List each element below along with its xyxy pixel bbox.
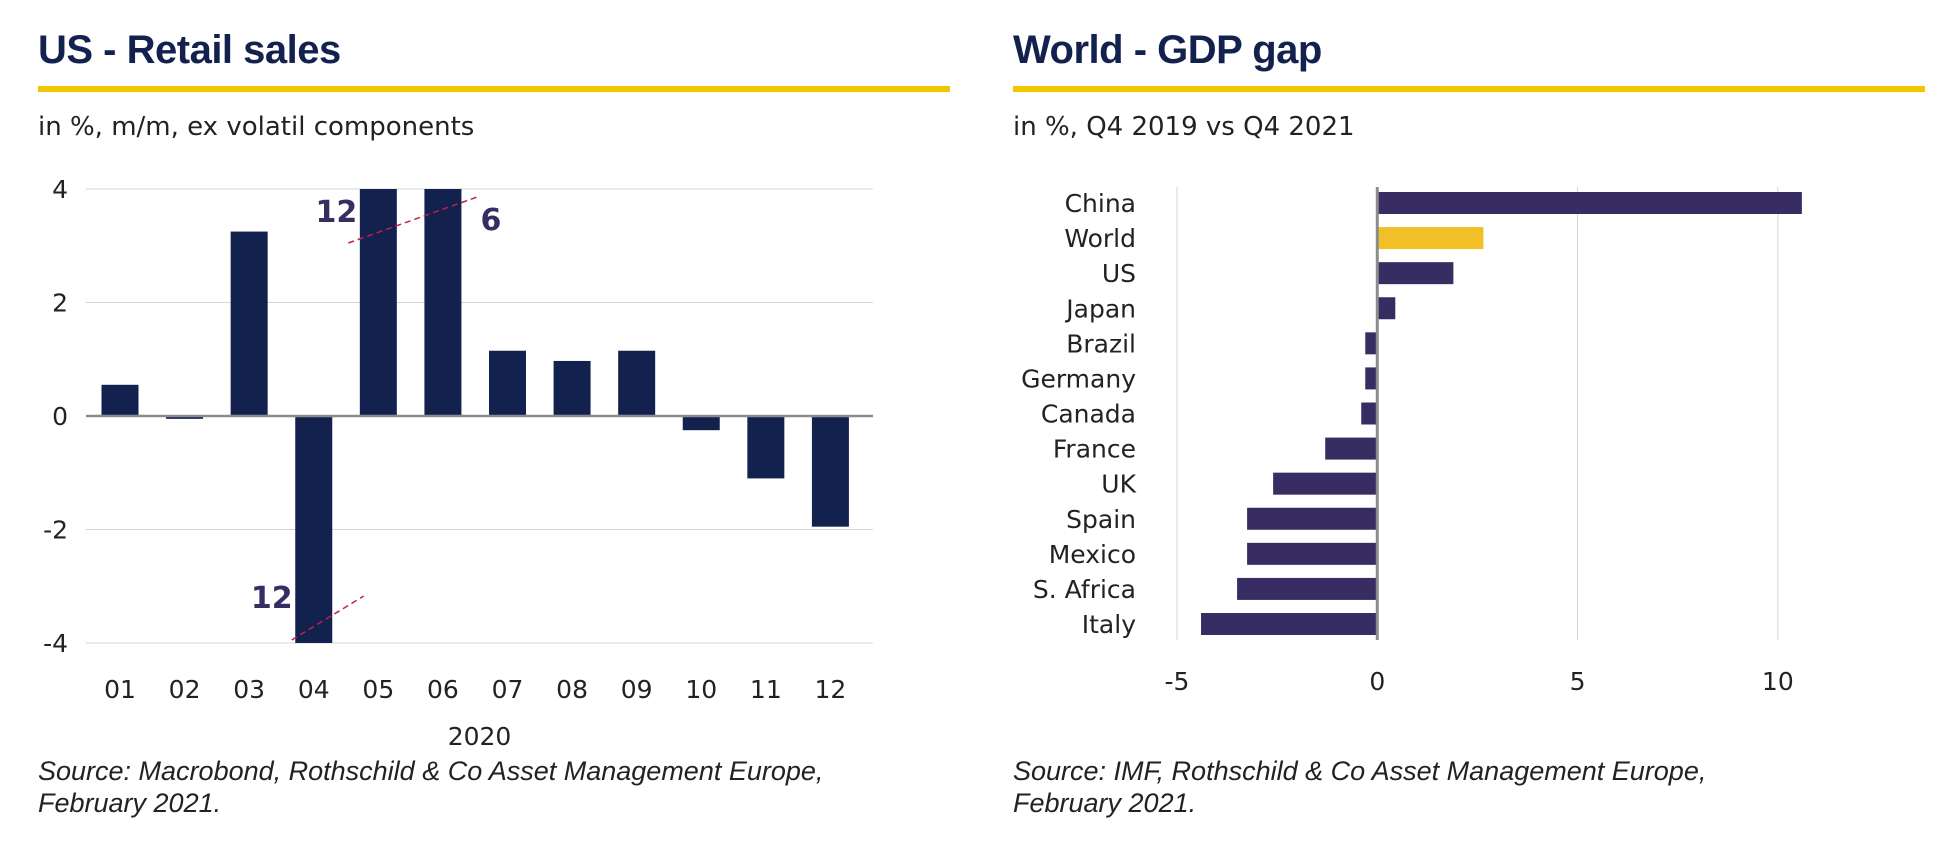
bar-01	[101, 384, 139, 416]
bar-09	[618, 350, 656, 416]
x-tick-label: 0	[1369, 667, 1385, 696]
x-tick-label: 5	[1570, 667, 1586, 696]
retail-sales-subtitle: in %, m/m, ex volatil components	[38, 112, 475, 142]
retail-sales-source-line-1: Source: Macrobond, Rothschild & Co Asset…	[38, 756, 824, 786]
x-tick-label: 09	[621, 675, 653, 704]
y-tick-label: Brazil	[1066, 329, 1136, 358]
bar-brazil	[1365, 332, 1378, 355]
break-marker-05-06	[348, 195, 481, 244]
bar-spain	[1247, 507, 1378, 530]
y-tick-label: Germany	[1021, 364, 1136, 393]
x-tick-label: 07	[492, 675, 524, 704]
gdp-gap-source-line-2: February 2021.	[1013, 788, 1197, 818]
x-tick-label: 01	[104, 675, 136, 704]
x-tick-label: -5	[1165, 667, 1190, 696]
y-tick-label: World	[1064, 224, 1136, 253]
bar-06	[424, 189, 462, 416]
annotation-label-05: 12	[315, 195, 357, 230]
bar-12	[811, 416, 849, 527]
gdp-gap-title-rule	[1013, 86, 1925, 92]
bar-mexico	[1247, 542, 1378, 565]
bar-uk	[1273, 472, 1378, 495]
bar-s-africa	[1237, 577, 1378, 600]
y-tick-label: -4	[43, 629, 68, 658]
bar-canada	[1361, 402, 1378, 425]
gdp-gap-source-line-1: Source: IMF, Rothschild & Co Asset Manag…	[1013, 756, 1707, 786]
x-tick-label: 03	[233, 675, 265, 704]
x-tick-label: 02	[169, 675, 201, 704]
retail-sales-source-line-2: February 2021.	[38, 788, 222, 818]
y-tick-label: China	[1065, 189, 1136, 218]
bar-10	[682, 416, 720, 431]
x-tick-label: 12	[815, 675, 847, 704]
retail-sales-source: Source: Macrobond, Rothschild & Co Asset…	[38, 755, 823, 819]
y-tick-label: 2	[52, 289, 68, 318]
y-tick-label: S. Africa	[1033, 575, 1136, 604]
x-tick-label: 11	[750, 675, 782, 704]
x-tick-label: 10	[1762, 667, 1794, 696]
bar-11	[747, 416, 785, 479]
gdp-gap-title: World - GDP gap	[1013, 28, 1322, 72]
y-tick-label: Italy	[1082, 610, 1136, 639]
break-marker-04	[291, 595, 365, 641]
bar-07	[489, 350, 526, 416]
gdp-gap-source: Source: IMF, Rothschild & Co Asset Manag…	[1013, 755, 1706, 819]
bar-france	[1325, 437, 1378, 460]
x-axis-label: 2020	[448, 722, 512, 751]
y-tick-label: France	[1053, 435, 1136, 464]
bar-02	[166, 416, 204, 419]
x-tick-label: 04	[298, 675, 330, 704]
x-tick-label: 05	[362, 675, 394, 704]
annotation-label-04: 12	[251, 581, 293, 616]
bar-05	[359, 189, 397, 416]
y-tick-label: 0	[52, 402, 68, 431]
y-tick-label: Mexico	[1049, 540, 1136, 569]
y-tick-label: Spain	[1066, 505, 1136, 534]
y-tick-label: 4	[52, 175, 68, 204]
y-tick-label: US	[1102, 259, 1136, 288]
bar-world	[1377, 227, 1484, 250]
retail-sales-title-rule	[38, 86, 950, 92]
y-tick-label: Japan	[1064, 294, 1136, 323]
retail-sales-title: US - Retail sales	[38, 28, 341, 72]
y-tick-label: Canada	[1041, 400, 1136, 429]
gdp-gap-subtitle: in %, Q4 2019 vs Q4 2021	[1013, 112, 1355, 142]
gdp-gap-chart: -5 0 5 10 China World US Japan Brazil Germany Cana…	[1021, 187, 1802, 696]
x-tick-label: 06	[427, 675, 459, 704]
x-tick-label: 08	[556, 675, 588, 704]
bar-04	[295, 416, 333, 643]
bar-08	[553, 360, 591, 416]
x-tick-label: 10	[685, 675, 717, 704]
gdp-gap-panel: World - GDP gap in %, Q4 2019 vs Q4 2021…	[1013, 0, 1933, 846]
retail-sales-chart: 4 2 0 -2 -4 01 02 03 04 05 06 07 08 09 10 11 12 2020 12 12 6	[43, 175, 873, 751]
y-tick-label: -2	[43, 516, 68, 545]
bar-japan	[1377, 297, 1396, 320]
annotation-label-06: 6	[480, 203, 501, 238]
bar-italy	[1201, 613, 1378, 635]
bar-china	[1377, 192, 1802, 214]
retail-sales-panel: US - Retail sales in %, m/m, ex volatil …	[38, 0, 958, 846]
bar-germany	[1365, 367, 1378, 390]
bar-03	[230, 231, 268, 416]
y-tick-label: UK	[1101, 470, 1136, 499]
bar-us	[1377, 262, 1454, 285]
